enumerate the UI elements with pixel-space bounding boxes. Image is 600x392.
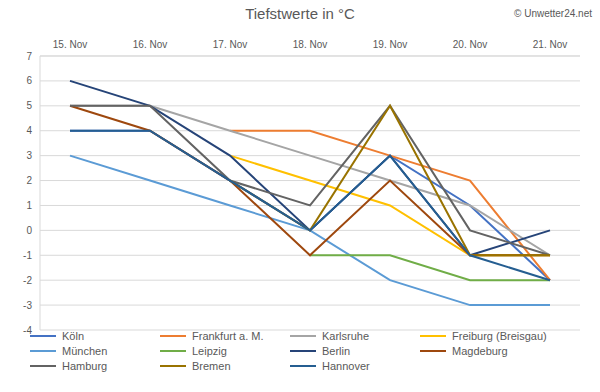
svg-text:-3: -3	[23, 300, 32, 311]
svg-text:5: 5	[26, 100, 32, 111]
svg-text:4: 4	[26, 125, 32, 136]
html-text:Köln: Köln	[62, 330, 84, 342]
html-text:© Unwetter24.net: © Unwetter24.net	[514, 8, 592, 19]
html-text:München: München	[62, 345, 108, 357]
html-text:Berlin: Berlin	[322, 345, 351, 357]
svg-text:-4: -4	[23, 325, 32, 336]
html-text:Freiburg (Breisgau): Freiburg (Breisgau)	[452, 330, 547, 342]
svg-text:2: 2	[26, 175, 32, 186]
svg-text:21. Nov: 21. Nov	[533, 39, 567, 50]
svg-text:19. Nov: 19. Nov	[373, 39, 407, 50]
html-text:Karlsruhe: Karlsruhe	[322, 330, 370, 342]
svg-text:-2: -2	[23, 275, 32, 286]
svg-text:1: 1	[26, 200, 32, 211]
html-text:Magdeburg: Magdeburg	[452, 345, 508, 357]
svg-text:16. Nov: 16. Nov	[133, 39, 167, 50]
svg-text:18. Nov: 18. Nov	[293, 39, 327, 50]
svg-text:17. Nov: 17. Nov	[213, 39, 247, 50]
svg-text:6: 6	[26, 75, 32, 86]
html-text:Frankfurt a. M.: Frankfurt a. M.	[192, 330, 264, 342]
html-text:Tiefstwerte in °C: Tiefstwerte in °C	[245, 5, 355, 22]
html-text:Leipzig: Leipzig	[192, 345, 227, 357]
svg-text:3: 3	[26, 150, 32, 161]
html-text:Bremen: Bremen	[192, 360, 231, 372]
html-text:Hamburg: Hamburg	[62, 360, 108, 372]
svg-text:-1: -1	[23, 250, 32, 261]
html-text:Hannover: Hannover	[322, 360, 370, 372]
svg-text:0: 0	[26, 225, 32, 236]
svg-text:15. Nov: 15. Nov	[53, 39, 87, 50]
svg-text:7: 7	[26, 51, 32, 62]
svg-text:20. Nov: 20. Nov	[453, 39, 487, 50]
